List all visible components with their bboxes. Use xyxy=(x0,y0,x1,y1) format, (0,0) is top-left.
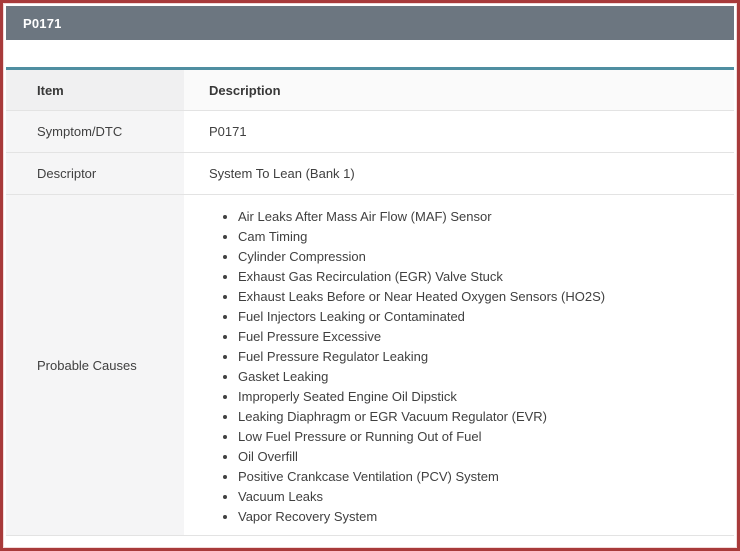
cause-item: Gasket Leaking xyxy=(238,367,605,387)
row-label-symptom-dtc: Symptom/DTC xyxy=(6,111,184,152)
cause-item: Low Fuel Pressure or Running Out of Fuel xyxy=(238,427,605,447)
row-label-probable-causes: Probable Causes xyxy=(6,195,184,535)
cause-item: Air Leaks After Mass Air Flow (MAF) Sens… xyxy=(238,207,605,227)
column-header-description: Description xyxy=(184,70,734,110)
row-value-symptom-dtc: P0171 xyxy=(184,111,734,152)
cause-item: Exhaust Gas Recirculation (EGR) Valve St… xyxy=(238,267,605,287)
dtc-code-title: P0171 xyxy=(23,15,62,31)
cause-item: Improperly Seated Engine Oil Dipstick xyxy=(238,387,605,407)
row-label-descriptor: Descriptor xyxy=(6,153,184,194)
cause-item: Positive Crankcase Ventilation (PCV) Sys… xyxy=(238,467,605,487)
spacer xyxy=(6,40,734,67)
dtc-info-table: Item Description Symptom/DTC P0171 Descr… xyxy=(6,67,734,536)
table-row-symptom-dtc: Symptom/DTC P0171 xyxy=(6,111,734,153)
cause-item: Fuel Injectors Leaking or Contaminated xyxy=(238,307,605,327)
cause-item: Vapor Recovery System xyxy=(238,507,605,527)
table-row-descriptor: Descriptor System To Lean (Bank 1) xyxy=(6,153,734,195)
table-row-probable-causes: Probable Causes Air Leaks After Mass Air… xyxy=(6,195,734,536)
cause-item: Vacuum Leaks xyxy=(238,487,605,507)
cause-item: Exhaust Leaks Before or Near Heated Oxyg… xyxy=(238,287,605,307)
cause-item: Cam Timing xyxy=(238,227,605,247)
row-value-descriptor: System To Lean (Bank 1) xyxy=(184,153,734,194)
cause-item: Oil Overfill xyxy=(238,447,605,467)
dtc-title-bar: P0171 xyxy=(6,6,734,40)
column-header-item: Item xyxy=(6,70,184,110)
cause-item: Leaking Diaphragm or EGR Vacuum Regulato… xyxy=(238,407,605,427)
cause-item: Cylinder Compression xyxy=(238,247,605,267)
cause-item: Fuel Pressure Excessive xyxy=(238,327,605,347)
row-value-probable-causes: Air Leaks After Mass Air Flow (MAF) Sens… xyxy=(184,195,734,535)
cause-item: Fuel Pressure Regulator Leaking xyxy=(238,347,605,367)
probable-causes-list: Air Leaks After Mass Air Flow (MAF) Sens… xyxy=(209,207,605,527)
table-header-row: Item Description xyxy=(6,70,734,111)
